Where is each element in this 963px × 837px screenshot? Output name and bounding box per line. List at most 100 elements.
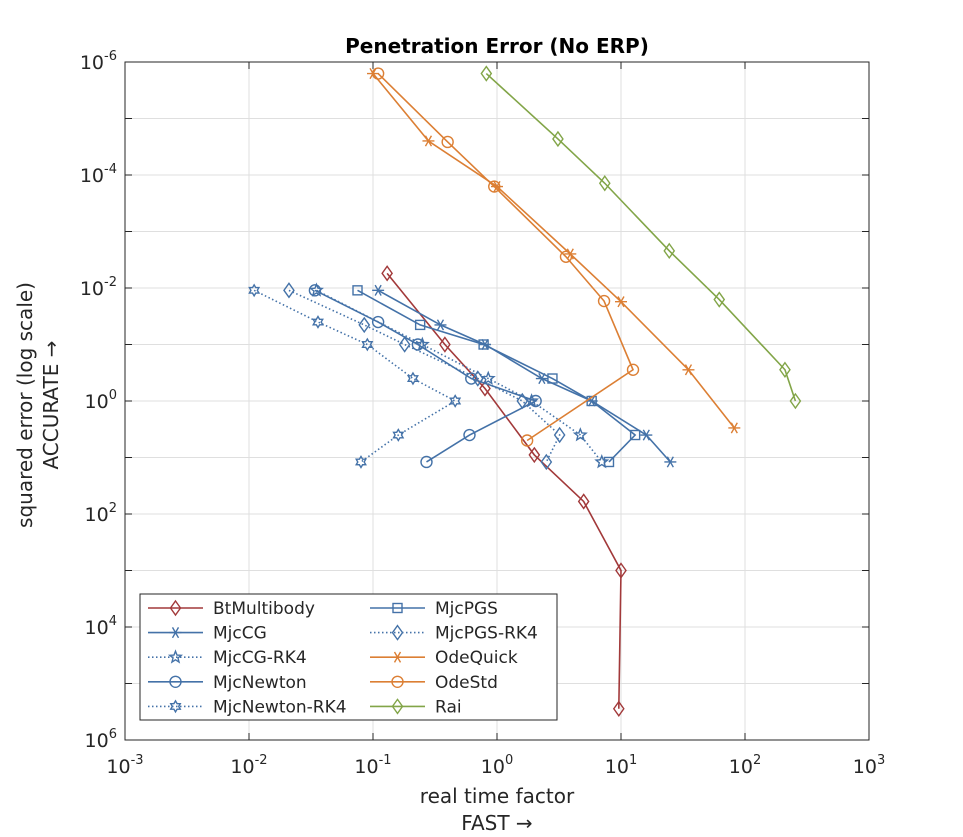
y-tick-label: 104 [85, 614, 117, 639]
legend-entry: BtMultibody [148, 599, 315, 619]
series-odestd [371, 67, 640, 447]
data-point [540, 453, 553, 471]
data-point [559, 250, 573, 263]
y-tick-label: 106 [85, 727, 117, 752]
legend-entry: MjcCG-RK4 [148, 648, 307, 668]
data-point [516, 392, 529, 410]
legend-label: MjcPGS-RK4 [435, 624, 538, 644]
series-line [377, 72, 635, 442]
data-point [248, 283, 261, 298]
data-point [629, 429, 641, 441]
data-point [779, 361, 791, 378]
data-point [398, 336, 411, 353]
series-mjcpgs-rk4 [283, 282, 566, 471]
legend-marker [167, 649, 184, 664]
data-point [572, 427, 588, 442]
legend-marker [391, 675, 404, 688]
series-layer [248, 65, 802, 717]
data-point [597, 294, 611, 308]
legend-label: OdeStd [435, 673, 498, 693]
data-point [577, 493, 590, 510]
data-point [434, 319, 447, 331]
data-point [352, 285, 363, 296]
data-point [682, 364, 695, 376]
series-btmultibody [381, 265, 627, 717]
data-point [283, 282, 295, 299]
legend-marker [169, 699, 182, 714]
legend-label: OdeQuick [435, 648, 518, 668]
series-line [357, 289, 637, 463]
data-point [355, 455, 367, 469]
data-point [371, 315, 385, 329]
data-point [626, 363, 640, 376]
data-point [463, 428, 476, 442]
x-tick-label: 10-3 [106, 753, 143, 778]
data-point [547, 373, 558, 384]
legend-label: MjcPGS [435, 599, 498, 619]
y-tick-label: 100 [85, 388, 117, 413]
legend-label: MjcNewton [213, 673, 307, 693]
x-tick-label: 101 [605, 753, 637, 778]
data-point [422, 135, 435, 147]
data-point [441, 135, 454, 149]
series-mjcnewton [308, 284, 542, 469]
legend-marker [391, 624, 404, 641]
data-point [728, 422, 741, 434]
y-axis-label: squared error (log scale) [13, 282, 37, 528]
data-point [615, 296, 627, 308]
data-point [664, 456, 677, 468]
x-tick-label: 10-1 [354, 753, 391, 778]
data-point [594, 454, 610, 469]
series-line [485, 72, 797, 402]
x-tick-label: 100 [481, 753, 513, 778]
data-point [411, 338, 425, 351]
data-point [615, 562, 627, 579]
data-point [358, 316, 371, 334]
legend-marker [169, 627, 182, 639]
data-point [552, 130, 564, 148]
legend: BtMultibody MjcCG MjcCG-RK4 MjcNewton MjcNew… [139, 593, 558, 721]
tick-labels: 10-3 10-2 10-1 100 101 102 103 10-6 10-4 10-2 100 1… [80, 49, 885, 778]
data-point [612, 700, 625, 717]
ticks [124, 61, 870, 741]
y-tick-label: 10-6 [80, 49, 117, 74]
legend-entry: MjcPGS [370, 599, 498, 619]
y-tick-label: 10-4 [80, 162, 117, 187]
data-point [372, 284, 385, 296]
series-line [314, 289, 538, 463]
series-rai [480, 65, 802, 410]
data-point [465, 372, 478, 385]
series-line [253, 289, 457, 463]
legend-marker [392, 602, 403, 614]
series-mjcnewton-rk4 [248, 283, 462, 469]
data-point [488, 180, 501, 193]
legend-label: MjcNewton-RK4 [213, 697, 347, 717]
data-point [312, 315, 324, 329]
data-point [603, 456, 615, 468]
legend-entry: MjcNewton [148, 673, 307, 693]
legend-entry: MjcPGS-RK4 [370, 624, 538, 644]
data-point [480, 65, 493, 82]
data-point [598, 175, 611, 192]
data-point [471, 370, 484, 387]
x-axis-label: real time factor [420, 784, 575, 808]
legend-marker [391, 651, 404, 663]
legend-label: Rai [435, 697, 462, 717]
legend-marker [169, 675, 182, 688]
legend-entry: MjcCG [148, 624, 267, 644]
legend-box [139, 593, 558, 721]
data-point [478, 339, 489, 350]
y-tick-label: 10-2 [80, 275, 117, 300]
legend-label: BtMultibody [213, 599, 315, 619]
legend-entry: OdeStd [370, 673, 498, 693]
data-point [308, 284, 322, 297]
data-point [449, 394, 462, 408]
legend-entry: Rai [370, 697, 462, 717]
y-tick-label: 102 [85, 501, 117, 526]
legend-entry: OdeQuick [370, 648, 518, 668]
data-point [789, 392, 802, 410]
legend-entry: MjcNewton-RK4 [148, 697, 347, 717]
chart-title: Penetration Error (No ERP) [345, 34, 649, 58]
data-point [406, 371, 419, 386]
